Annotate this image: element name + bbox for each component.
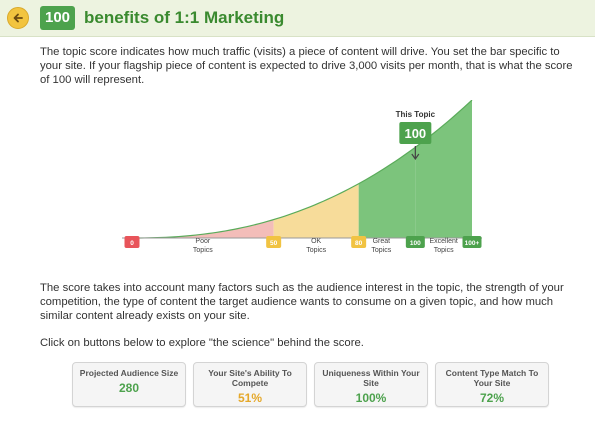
traffic-axis-label: Traffic xyxy=(473,146,483,173)
metric-value: 51% xyxy=(237,391,263,405)
metric-card-content-type-match[interactable]: Content Type Match To Your Site 72% xyxy=(435,362,549,407)
metric-value: 72% xyxy=(479,391,505,405)
metric-value: 100% xyxy=(355,391,387,405)
metric-card-audience-size[interactable]: Projected Audience Size 280 xyxy=(72,362,186,407)
back-button[interactable] xyxy=(7,7,29,29)
chart-band xyxy=(415,100,472,238)
callout-badge xyxy=(399,122,432,144)
intro-text: The topic score indicates how much traff… xyxy=(40,46,573,86)
score-marker: 100 xyxy=(405,236,425,248)
score-marker: 0 xyxy=(124,236,140,248)
chart-bands xyxy=(132,100,472,238)
score-marker-label: 50 xyxy=(270,240,278,247)
this-topic-callout: This Topic 100 xyxy=(396,110,436,161)
traffic-chart: 0 50 80 100 100+ Poor Topics OK Topics Great Topi… xyxy=(122,100,483,254)
metric-label: Content Type Match To Your Site xyxy=(445,368,539,388)
page-title: benefits of 1:1 Marketing xyxy=(84,8,285,27)
chart-band xyxy=(358,147,416,238)
metric-card-uniqueness[interactable]: Uniqueness Within Your Site 100% xyxy=(314,362,428,407)
band-label: Poor Topics xyxy=(193,238,213,254)
explanation-text: The score takes into account many factor… xyxy=(40,282,564,322)
metric-label: Your Site's Ability To Compete xyxy=(208,368,292,388)
metric-value: 280 xyxy=(118,381,140,395)
arrow-left-icon xyxy=(13,13,23,23)
score-marker: 100+ xyxy=(462,236,482,248)
band-label: Excellent Topics xyxy=(429,238,457,254)
chart-band xyxy=(132,219,274,238)
score-marker: 80 xyxy=(351,236,367,248)
chart-band xyxy=(273,183,359,238)
score-marker-label: 0 xyxy=(130,240,134,247)
topic-score-badge: 100 xyxy=(40,6,75,30)
chart-markers: 0 50 80 100 100+ xyxy=(124,236,482,248)
metric-card-ability-to-compete[interactable]: Your Site's Ability To Compete 51% xyxy=(193,362,307,407)
score-marker: 50 xyxy=(266,236,282,248)
callout-label: This Topic xyxy=(396,110,436,119)
score-marker-label: 100+ xyxy=(465,240,480,247)
metric-cards: Projected Audience Size 280 Your Site's … xyxy=(72,362,552,410)
score-marker-label: 100 xyxy=(410,240,421,247)
band-label: Great Topics xyxy=(371,238,391,254)
instruction-text: Click on buttons below to explore "the s… xyxy=(40,337,364,349)
chart-band-labels: Poor Topics OK Topics Great Topics Excellent To… xyxy=(193,238,458,254)
metric-label: Projected Audience Size xyxy=(79,368,179,378)
score-marker-label: 80 xyxy=(355,240,363,247)
arrow-down-icon xyxy=(411,146,420,161)
metric-label: Uniqueness Within Your Site xyxy=(322,368,420,388)
callout-value: 100 xyxy=(404,126,426,141)
band-label: OK Topics xyxy=(306,238,326,254)
page-header: 100 benefits of 1:1 Marketing xyxy=(0,0,595,37)
